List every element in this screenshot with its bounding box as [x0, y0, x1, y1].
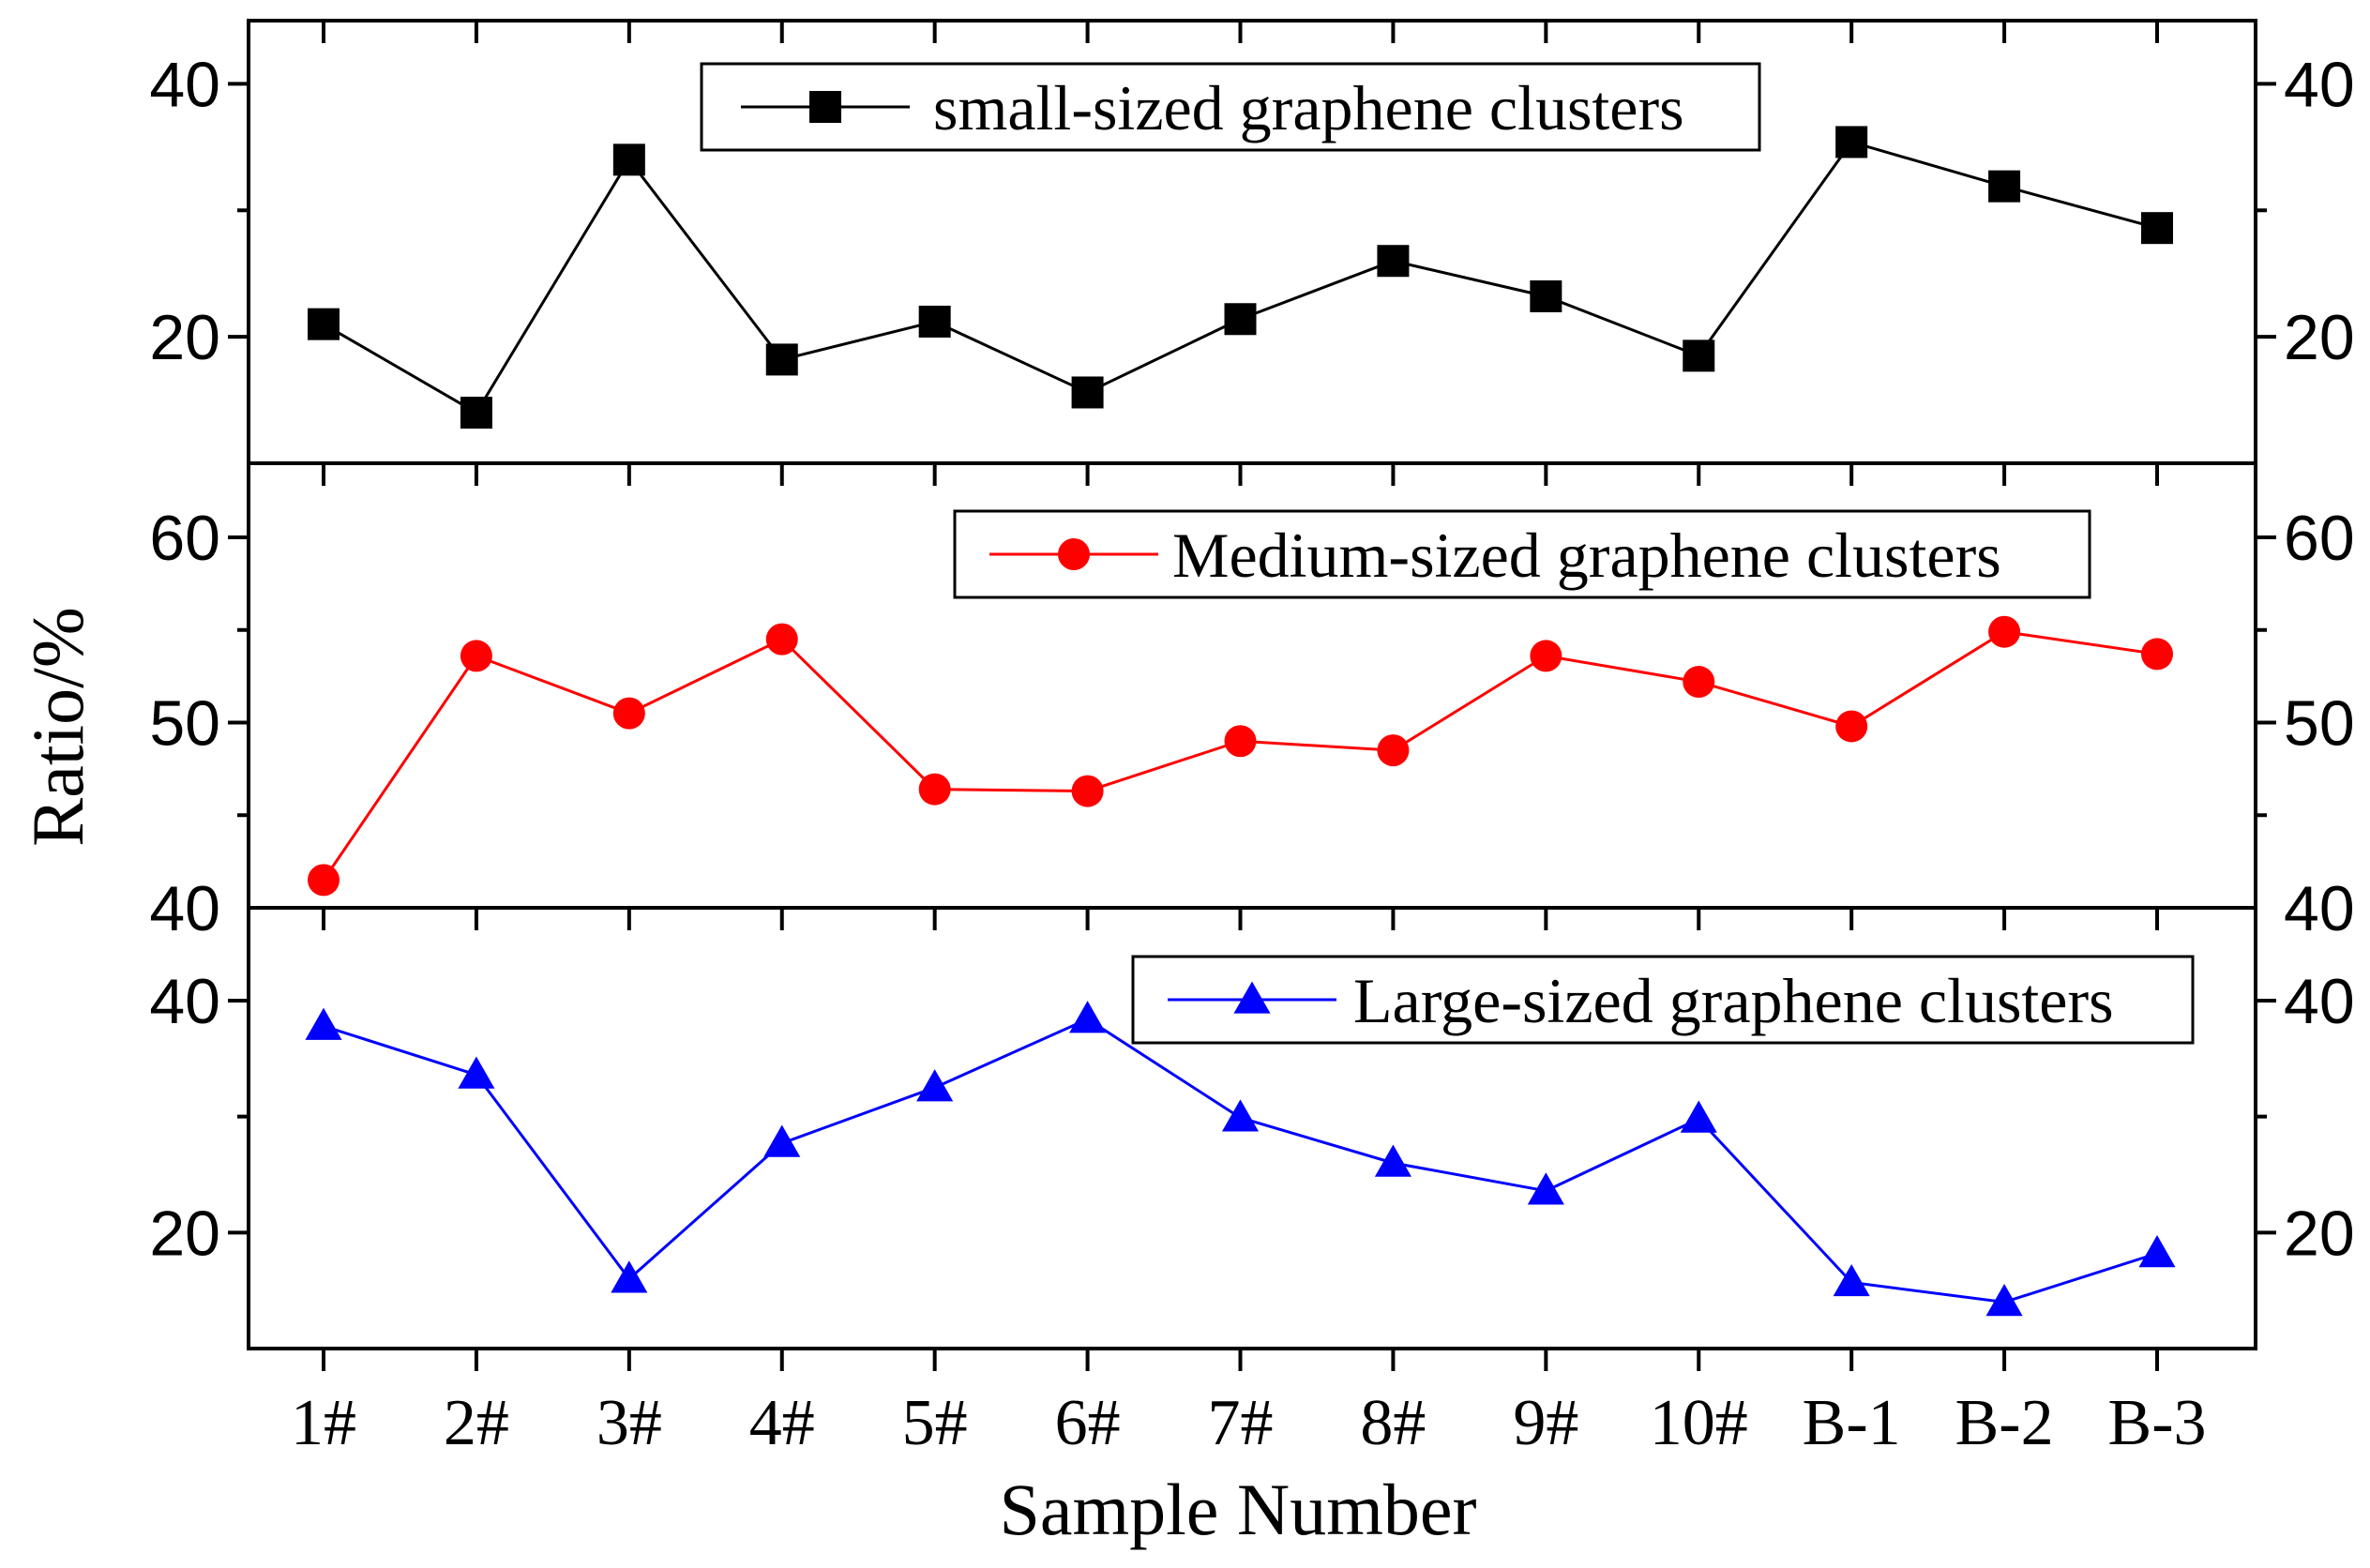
- data-point-large: [1680, 1100, 1717, 1133]
- y-tick-label-left: 40: [149, 873, 220, 944]
- data-point-medium: [460, 640, 492, 672]
- panel-large: 20 20 40 40 Large-sized graphene clusters: [149, 906, 2355, 1350]
- data-point-small: [1988, 170, 2021, 203]
- data-point-large: [763, 1124, 801, 1157]
- data-point-large: [458, 1056, 495, 1089]
- data-point-small: [1835, 126, 1868, 158]
- data-point-medium: [1071, 775, 1104, 807]
- data-point-large: [1069, 1001, 1107, 1033]
- data-point-large: [2138, 1235, 2176, 1268]
- legend-marker: [1233, 981, 1271, 1014]
- data-point-small: [460, 397, 492, 430]
- x-tick-label: 5#: [902, 1387, 968, 1459]
- panel-frame: [247, 906, 2257, 1350]
- x-tick-label: 1#: [291, 1387, 356, 1459]
- data-point-small: [308, 308, 340, 340]
- data-point-large: [1833, 1263, 1870, 1297]
- x-tick-label: 9#: [1513, 1387, 1578, 1459]
- y-tick-label-left: 40: [149, 49, 220, 120]
- data-point-small: [2141, 212, 2173, 245]
- data-point-small: [1530, 279, 1562, 312]
- data-point-medium: [308, 864, 340, 897]
- data-point-large: [1374, 1144, 1411, 1177]
- y-tick-label-right: 20: [2284, 1198, 2355, 1269]
- y-tick-label-left: 50: [149, 688, 220, 760]
- data-point-large: [611, 1260, 648, 1293]
- data-point-large: [1527, 1172, 1564, 1205]
- data-point-medium: [765, 623, 798, 656]
- y-tick-label-right: 20: [2284, 302, 2355, 373]
- data-point-small: [1377, 245, 1410, 278]
- data-point-medium: [1835, 710, 1868, 743]
- y-tick-label-left: 20: [149, 302, 220, 373]
- legend-small: small-sized graphene clusters: [700, 62, 1761, 152]
- legend-label: small-sized graphene clusters: [933, 72, 1684, 143]
- data-point-small: [1683, 339, 1715, 372]
- x-axis: 1# 2# 3# 4# 5# 6# 7# 8# 9# 10# B-1 B-2 B-3: [291, 1349, 2207, 1459]
- x-tick-label: 4#: [749, 1387, 815, 1459]
- data-point-small: [765, 343, 798, 376]
- data-point-medium: [918, 773, 951, 806]
- data-point-medium: [2141, 638, 2173, 671]
- x-tick-label: B-1: [1803, 1387, 1901, 1459]
- y-tick-label-right: 50: [2284, 688, 2355, 760]
- x-tick-label: 2#: [444, 1387, 509, 1459]
- x-tick-label: 6#: [1055, 1387, 1121, 1459]
- data-point-large: [1985, 1283, 2023, 1317]
- legend-large: Large-sized graphene clusters: [1131, 955, 2195, 1045]
- data-point-large: [305, 1007, 342, 1040]
- x-tick-label: 8#: [1360, 1387, 1426, 1459]
- x-axis-title: Sample Number: [999, 1469, 1476, 1550]
- data-point-medium: [1988, 615, 2021, 648]
- legend-marker: [809, 91, 841, 123]
- legend-label: Medium-sized graphene clusters: [1172, 520, 2001, 591]
- data-point-medium: [1530, 640, 1562, 672]
- y-tick-label-left: 40: [149, 966, 220, 1037]
- data-point-small: [1224, 303, 1257, 336]
- data-point-medium: [1377, 734, 1410, 767]
- y-tick-label-right: 40: [2284, 49, 2355, 120]
- panel-small: 20 20 40 40 small-sized graphene clusters: [149, 19, 2355, 465]
- y-tick-label-left: 20: [149, 1198, 220, 1269]
- panel-medium: 40 40 50 50 60 60 Medium-sized graphene cluste…: [149, 461, 2355, 944]
- data-point-large: [916, 1069, 954, 1102]
- legend-medium: Medium-sized graphene clusters: [953, 509, 2091, 599]
- y-tick-label-right: 40: [2284, 966, 2355, 1037]
- x-tick-label: 3#: [596, 1387, 662, 1459]
- x-tick-label: B-3: [2108, 1387, 2207, 1459]
- y-tick-label-left: 60: [149, 503, 220, 574]
- y-tick-label-right: 40: [2284, 873, 2355, 944]
- data-point-small: [612, 143, 645, 176]
- y-axis-title: Ratio/%: [17, 607, 98, 847]
- data-point-medium: [1224, 725, 1257, 758]
- data-point-small: [1071, 376, 1104, 409]
- data-point-small: [918, 305, 951, 338]
- data-point-medium: [612, 697, 645, 730]
- data-point-large: [1221, 1099, 1260, 1132]
- y-tick-label-right: 60: [2284, 503, 2355, 574]
- data-point-medium: [1683, 666, 1715, 699]
- legend-label: Large-sized graphene clusters: [1353, 965, 2114, 1036]
- x-tick-label: B-2: [1955, 1387, 2054, 1459]
- x-tick-label: 10#: [1650, 1387, 1748, 1459]
- x-tick-label: 7#: [1208, 1387, 1274, 1459]
- legend-marker: [1058, 538, 1090, 570]
